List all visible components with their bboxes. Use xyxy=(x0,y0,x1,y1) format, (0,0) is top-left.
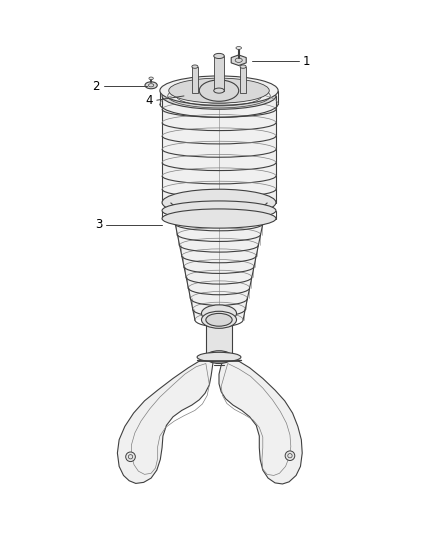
Ellipse shape xyxy=(214,53,224,59)
Ellipse shape xyxy=(162,83,276,109)
Ellipse shape xyxy=(206,313,232,326)
Polygon shape xyxy=(219,357,302,484)
Ellipse shape xyxy=(169,78,269,103)
Polygon shape xyxy=(231,55,246,66)
Ellipse shape xyxy=(197,352,241,362)
Ellipse shape xyxy=(206,351,232,364)
Polygon shape xyxy=(117,357,214,483)
Ellipse shape xyxy=(214,88,224,93)
Ellipse shape xyxy=(162,189,276,216)
Ellipse shape xyxy=(149,77,153,80)
Ellipse shape xyxy=(199,80,239,101)
Ellipse shape xyxy=(160,76,278,106)
Polygon shape xyxy=(214,56,224,91)
Ellipse shape xyxy=(201,311,237,328)
Text: 4: 4 xyxy=(145,94,153,107)
Polygon shape xyxy=(240,67,246,93)
Ellipse shape xyxy=(162,209,276,228)
Text: 1: 1 xyxy=(303,55,311,68)
Polygon shape xyxy=(192,67,198,93)
Polygon shape xyxy=(162,96,276,203)
Polygon shape xyxy=(171,203,267,320)
Polygon shape xyxy=(206,320,232,357)
Ellipse shape xyxy=(162,201,276,220)
Ellipse shape xyxy=(126,452,135,462)
Ellipse shape xyxy=(192,65,198,68)
Text: 3: 3 xyxy=(95,219,102,231)
Ellipse shape xyxy=(240,65,246,68)
Ellipse shape xyxy=(201,305,237,322)
Ellipse shape xyxy=(236,46,241,50)
Ellipse shape xyxy=(145,82,157,88)
Text: 2: 2 xyxy=(92,80,100,93)
Ellipse shape xyxy=(285,451,295,461)
